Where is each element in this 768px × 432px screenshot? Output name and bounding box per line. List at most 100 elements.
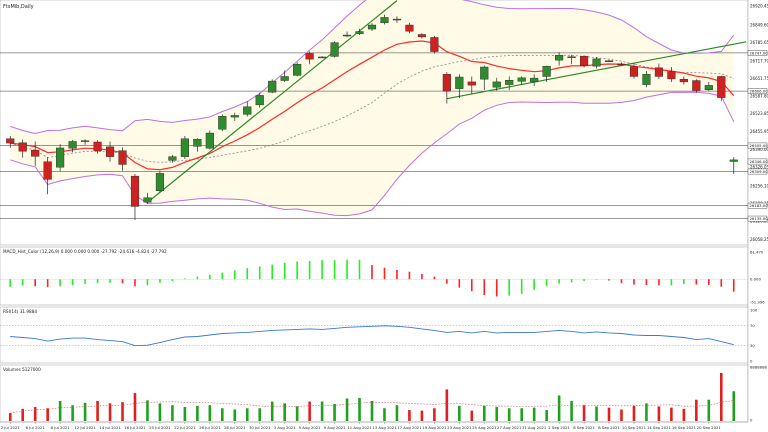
- candle-body: [567, 56, 576, 58]
- candle-body: [679, 78, 688, 83]
- candle-body: [455, 76, 464, 89]
- rsi-panel[interactable]: RSI(14) 31.9884: [0, 306, 749, 364]
- rsi-label: RSI(14) 31.9884: [3, 309, 37, 314]
- price-tick: 26849.60: [750, 23, 768, 28]
- date-tick: 25 Aug 2021: [472, 425, 497, 430]
- candle-body: [355, 31, 364, 34]
- level-tag: [747, 202, 768, 209]
- candle: [405, 22, 414, 34]
- candle-body: [118, 150, 127, 165]
- level-tag: [747, 142, 768, 149]
- date-tick: 8 Sep 2021: [598, 425, 620, 430]
- candle: [654, 63, 663, 80]
- candle: [380, 14, 389, 25]
- candle: [417, 33, 426, 39]
- date-tick: 27 Aug 2021: [497, 425, 522, 430]
- candle: [31, 141, 40, 166]
- date-tick: 12 Jul 2021: [74, 425, 96, 430]
- candle-body: [517, 77, 526, 82]
- candle: [205, 130, 214, 150]
- last-price-value: 26346.00: [750, 159, 768, 164]
- candle: [517, 76, 526, 85]
- candle-body: [268, 80, 277, 93]
- date-tick: 16 Jul 2021: [124, 425, 146, 430]
- candle: [218, 114, 227, 132]
- candle-body: [155, 173, 164, 191]
- candlesticks: [6, 14, 738, 220]
- macd-panel[interactable]: MACD_Hist_Color (12,26,9) 0.000 0.000 0.…: [0, 246, 749, 306]
- chart-title: FtsMib,Daily: [3, 4, 34, 10]
- candle-body: [205, 132, 214, 149]
- level-tag: [747, 215, 768, 222]
- last-price-tag: [747, 158, 768, 165]
- macd-label: MACD_Hist_Color (12,26,9) 0.000 0.000 0.…: [3, 249, 167, 254]
- candle-body: [255, 95, 264, 106]
- candle: [180, 136, 189, 160]
- candle: [617, 62, 626, 66]
- candle: [18, 139, 27, 158]
- candle-body: [617, 63, 626, 66]
- horizontal-levels: [0, 52, 748, 219]
- candle: [305, 51, 314, 65]
- price-tick: 26058.25: [750, 237, 768, 242]
- candle-body: [56, 147, 65, 168]
- price-axis: 26920.45 26849.60 26785.65 26717.70 26651.75…: [747, 0, 768, 432]
- moving-average: [10, 40, 735, 171]
- rsi-tick: 30: [750, 343, 755, 348]
- price-tick: 26523.85: [750, 111, 768, 116]
- candle: [43, 157, 52, 195]
- price-tick: 26256.10: [750, 183, 768, 188]
- candle-body: [592, 58, 601, 67]
- candle: [555, 52, 564, 66]
- candle: [255, 92, 264, 108]
- candle: [81, 139, 90, 145]
- candle: [704, 81, 713, 92]
- price-tick: 26785.65: [750, 40, 768, 45]
- level-value: 26606.00: [750, 89, 768, 94]
- candle: [243, 101, 252, 117]
- bollinger-upper: [10, 0, 735, 135]
- candle-body: [180, 138, 189, 157]
- candle: [679, 76, 688, 85]
- candle: [118, 147, 127, 171]
- date-tick: 14 Jul 2021: [99, 425, 121, 430]
- candle: [442, 72, 451, 104]
- price-tick: 26920.45: [750, 3, 768, 8]
- level-value: 26309.00: [750, 169, 768, 174]
- candle: [105, 141, 115, 162]
- candle-body: [729, 159, 738, 162]
- level-tag: [747, 88, 768, 94]
- candle: [268, 79, 277, 94]
- candle: [492, 77, 501, 91]
- candle-body: [442, 74, 451, 92]
- volume-bars: [8, 373, 736, 421]
- candle-body: [105, 146, 115, 157]
- candle-body: [380, 17, 389, 24]
- rsi-line: [10, 325, 734, 347]
- candle-body: [692, 80, 701, 91]
- date-tick: 6 Jul 2021: [26, 425, 46, 430]
- candle: [168, 154, 177, 163]
- candle-body: [417, 34, 426, 38]
- candle: [68, 140, 77, 153]
- date-tick: 30 Jul 2021: [249, 425, 271, 430]
- candle-body: [43, 161, 52, 180]
- candle-body: [505, 80, 514, 85]
- candle-body: [330, 42, 339, 57]
- price-tick: 26651.75: [750, 76, 768, 81]
- date-tick: 26 Jul 2021: [199, 425, 221, 430]
- candle-body: [143, 197, 152, 203]
- volume-panel[interactable]: Volumes 5127000: [0, 364, 749, 423]
- rsi-tick: 100: [750, 308, 758, 313]
- candle-body: [367, 24, 377, 30]
- date-tick: 31 Aug 2021: [522, 425, 547, 430]
- main-price-panel[interactable]: FtsMib,Daily: [0, 0, 749, 246]
- candle-body: [629, 66, 639, 77]
- level-tag: [747, 168, 768, 175]
- level-value: 26135.00: [750, 216, 768, 221]
- candle: [505, 76, 514, 91]
- candle-body: [280, 76, 289, 81]
- trendline: [147, 0, 398, 203]
- date-tick: 19 Aug 2021: [422, 425, 447, 430]
